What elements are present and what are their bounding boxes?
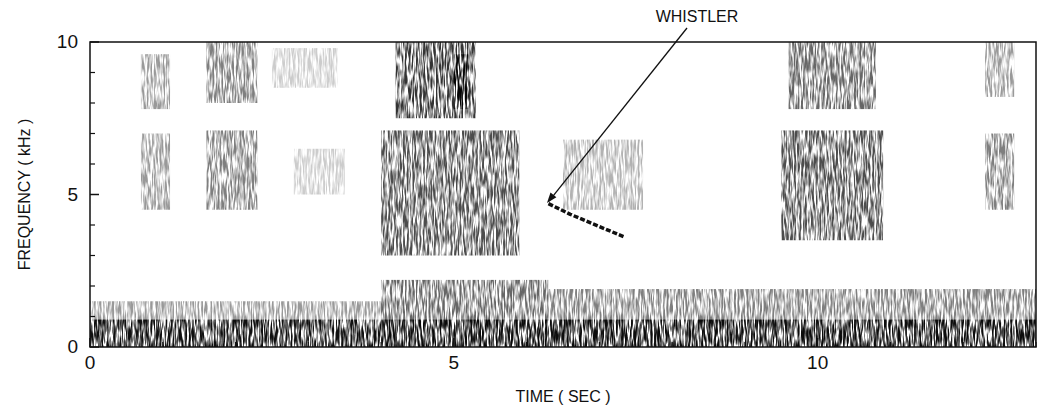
noise-burst <box>381 130 519 255</box>
x-minor-tick <box>890 342 891 347</box>
noise-burst <box>563 140 643 210</box>
x-minor-tick <box>1035 342 1036 347</box>
x-minor-tick <box>526 342 527 347</box>
x-minor-tick <box>162 342 163 347</box>
plot-area <box>90 42 1036 347</box>
x-tick <box>89 338 91 347</box>
noise-burst <box>985 134 1014 210</box>
noise-burst <box>454 54 469 109</box>
x-tick-label: 0 <box>85 352 96 373</box>
noise-burst <box>381 280 548 347</box>
noise-burst <box>206 130 257 209</box>
y-minor-tick <box>90 316 95 317</box>
noise-burst <box>294 149 345 195</box>
x-minor-tick <box>380 342 381 347</box>
y-tick-label: 10 <box>57 31 78 52</box>
noise-burst <box>90 301 381 347</box>
noise-burst <box>206 42 257 103</box>
y-minor-tick <box>90 285 95 286</box>
y-tick <box>90 346 99 348</box>
noise-burst <box>396 42 476 118</box>
x-minor-tick <box>235 342 236 347</box>
x-minor-tick <box>744 342 745 347</box>
y-minor-tick <box>90 163 95 164</box>
x-tick <box>453 338 455 347</box>
x-minor-tick <box>599 342 600 347</box>
noise-burst <box>141 134 170 210</box>
x-axis-title: TIME ( SEC ) <box>515 388 610 405</box>
y-tick-label: 0 <box>67 336 78 357</box>
noise-burst <box>272 48 337 88</box>
x-minor-tick <box>308 342 309 347</box>
x-minor-tick <box>672 342 673 347</box>
y-minor-tick <box>90 224 95 225</box>
x-tick <box>817 338 819 347</box>
y-minor-tick <box>90 255 95 256</box>
x-tick-label: 10 <box>807 352 828 373</box>
y-minor-tick <box>90 133 95 134</box>
plot-frame <box>90 42 1036 347</box>
y-tick <box>90 194 99 196</box>
noise-burst <box>789 42 876 109</box>
annotation-text: WHISTLER <box>656 8 739 25</box>
y-minor-tick <box>90 72 95 73</box>
chart: 0 5 10 0 5 10 TIME ( SEC ) FREQUENCY ( kHz ) WHI… <box>0 0 1047 411</box>
whistler-trace <box>548 204 624 238</box>
noise-burst <box>548 289 1036 347</box>
y-minor-tick <box>90 102 95 103</box>
annotation-arrow <box>549 28 687 201</box>
y-axis-title: FREQUENCY ( kHz ) <box>16 119 33 271</box>
x-minor-tick <box>963 342 964 347</box>
annotation-arrowhead <box>547 193 556 203</box>
noise-burst <box>141 54 170 109</box>
noise-burst <box>985 42 1014 97</box>
y-tick-label: 5 <box>67 184 78 205</box>
noise-burst <box>781 130 883 240</box>
y-tick <box>90 41 99 43</box>
x-tick-label: 5 <box>449 352 460 373</box>
